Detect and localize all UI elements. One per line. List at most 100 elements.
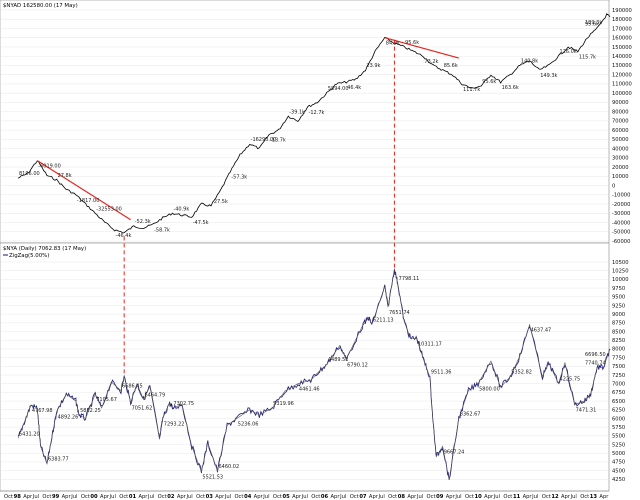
x-tick-label: Apr [599, 494, 609, 500]
top-annotation: -57.3k [231, 175, 247, 181]
x-tick-label: Apr [484, 494, 494, 500]
bottom-annotation: 6383.77 [48, 457, 69, 463]
bottom-y-tick-label: 7000 [612, 381, 625, 387]
top-y-tick-label: 30000 [612, 156, 629, 162]
x-tick-label: Apr [177, 494, 187, 500]
top-annotation: 95.6k [405, 40, 419, 46]
x-tick-label: 03 [206, 494, 214, 500]
bottom-panel-frame [0, 242, 610, 492]
bottom-annotation: 7651.74 [389, 310, 410, 316]
top-annotation: 73.2k [424, 59, 438, 65]
x-tick-label: Jul [147, 494, 154, 500]
top-series [17, 12, 611, 234]
x-tick-label: 98 [14, 494, 22, 500]
top-annotation: 149.3k [540, 73, 557, 79]
x-tick-label: Oct [311, 494, 320, 500]
bottom-y-tick-label: 10250 [612, 268, 629, 274]
top-annotation: -1817.00 [77, 198, 99, 204]
bottom-chart-header: $NYA (Daily) 7062.83 (17 May) [3, 246, 86, 252]
top-annotation: 46.4k [347, 85, 361, 91]
top-y-tick-label: -50000 [612, 230, 630, 236]
x-tick-label: Jul [224, 494, 231, 500]
bottom-y-tick-label: 6000 [612, 416, 625, 422]
top-annotation: -39.1k [289, 109, 305, 115]
bottom-zigzag-line [17, 268, 611, 481]
x-tick-label: Jul [454, 494, 461, 500]
x-tick-label: Jul [493, 494, 500, 500]
bottom-annotation: 5319.96 [273, 401, 294, 407]
bottom-annotation: 6696.50 [585, 352, 606, 358]
x-tick-label: Oct [158, 494, 167, 500]
guide-lines [123, 39, 395, 374]
x-tick-label: Apr [407, 494, 417, 500]
x-tick-label: Jul [301, 494, 308, 500]
top-annotation: -47.5k [193, 220, 209, 226]
top-y-tick-label: 80000 [612, 109, 629, 115]
bottom-y-tick-label: 8500 [612, 329, 625, 335]
top-annotation: -40.9k [173, 206, 189, 212]
bottom-y-tick-label: 9500 [612, 295, 625, 301]
top-y-tick-label: 130000 [612, 63, 632, 69]
x-tick-label: Jul [531, 494, 538, 500]
x-tick-label: 07 [359, 494, 367, 500]
bottom-y-tick-label: 6500 [612, 399, 625, 405]
bottom-y-tick-label: 6250 [612, 408, 625, 414]
x-tick-label: 02 [167, 494, 175, 500]
top-panel: 8106.00-6019.00 27.8k -1817.00 -32553.00 -46… [0, 0, 632, 245]
x-tick-label: 08 [398, 494, 406, 500]
x-tick-label: Oct [388, 494, 397, 500]
top-y-tick-label: -20000 [612, 202, 630, 208]
x-tick-label: Jul [185, 494, 192, 500]
bottom-y-tick-label: 4500 [612, 468, 625, 474]
bottom-annotation: 4637.47 [531, 328, 552, 334]
top-annotation: 95.6k [482, 79, 496, 85]
top-y-tick-label: -60000 [612, 239, 630, 245]
x-tick-label: Jul [70, 494, 77, 500]
bottom-series [17, 268, 611, 481]
top-y-tick-label: -30000 [612, 211, 630, 217]
bottom-annotation: 5352.82 [511, 370, 532, 376]
bottom-annotation: 6211.13 [373, 318, 394, 324]
bottom-annotation: 7105.67 [96, 397, 117, 403]
bottom-y-tick-label: 7250 [612, 373, 625, 379]
x-tick-label: Apr [292, 494, 302, 500]
bottom-annotation: 6464.79 [144, 392, 165, 398]
top-y-tick-label: 170000 [612, 26, 632, 32]
top-y-tick-label: 70000 [612, 119, 629, 125]
x-tick-label: Apr [331, 494, 341, 500]
bottom-annotation: 4767.98 [32, 408, 53, 414]
top-y-tick-label: -10000 [612, 193, 630, 199]
top-y-axis: 190000 180000 170000 160000 150000 140000 1300… [612, 8, 632, 245]
top-y-tick-label: 150000 [612, 45, 632, 51]
top-annotation: -13.7k [270, 138, 286, 144]
x-tick-label: Oct [427, 494, 436, 500]
bottom-y-tick-label: 8750 [612, 321, 625, 327]
bottom-y-tick-label: 6750 [612, 390, 625, 396]
top-annotation: -12.7k [309, 110, 325, 116]
bottom-y-tick-label: 8000 [612, 347, 625, 353]
bottom-annotation: 5431.20 [19, 431, 40, 437]
bottom-annotation: 5236.06 [238, 421, 259, 427]
x-tick-label: Apr [446, 494, 456, 500]
top-annotation: 8106.00 [19, 171, 40, 177]
bottom-annotation: 7293.22 [164, 421, 185, 427]
bottom-annotation: 6790.12 [347, 362, 368, 368]
x-tick-label: Apr [561, 494, 571, 500]
top-annotation: 5894.00 [328, 86, 349, 92]
x-tick-label: Jul [416, 494, 423, 500]
bottom-annotation: 8362.67 [460, 411, 481, 417]
top-y-tick-label: 20000 [612, 165, 629, 171]
x-tick-label: Jul [570, 494, 577, 500]
top-annotation: 95.6k [585, 21, 599, 27]
x-axis: Oct 98 Apr Jul Oct 99 Apr Jul Oct 00 Apr Jul Oct 01 Ap… [0, 490, 609, 500]
top-annotation: 27.8k [58, 173, 72, 179]
bottom-annotation: 7302.75 [173, 401, 194, 407]
bottom-annotation: 7798.11 [399, 276, 420, 282]
x-tick-label: Oct [465, 494, 474, 500]
top-annotation: -46.4k [116, 233, 132, 239]
top-annotation: 23.9k [366, 63, 380, 69]
top-y-tick-label: 50000 [612, 137, 629, 143]
x-tick-label: 10 [475, 494, 483, 500]
bottom-y-tick-label: 9250 [612, 303, 625, 309]
